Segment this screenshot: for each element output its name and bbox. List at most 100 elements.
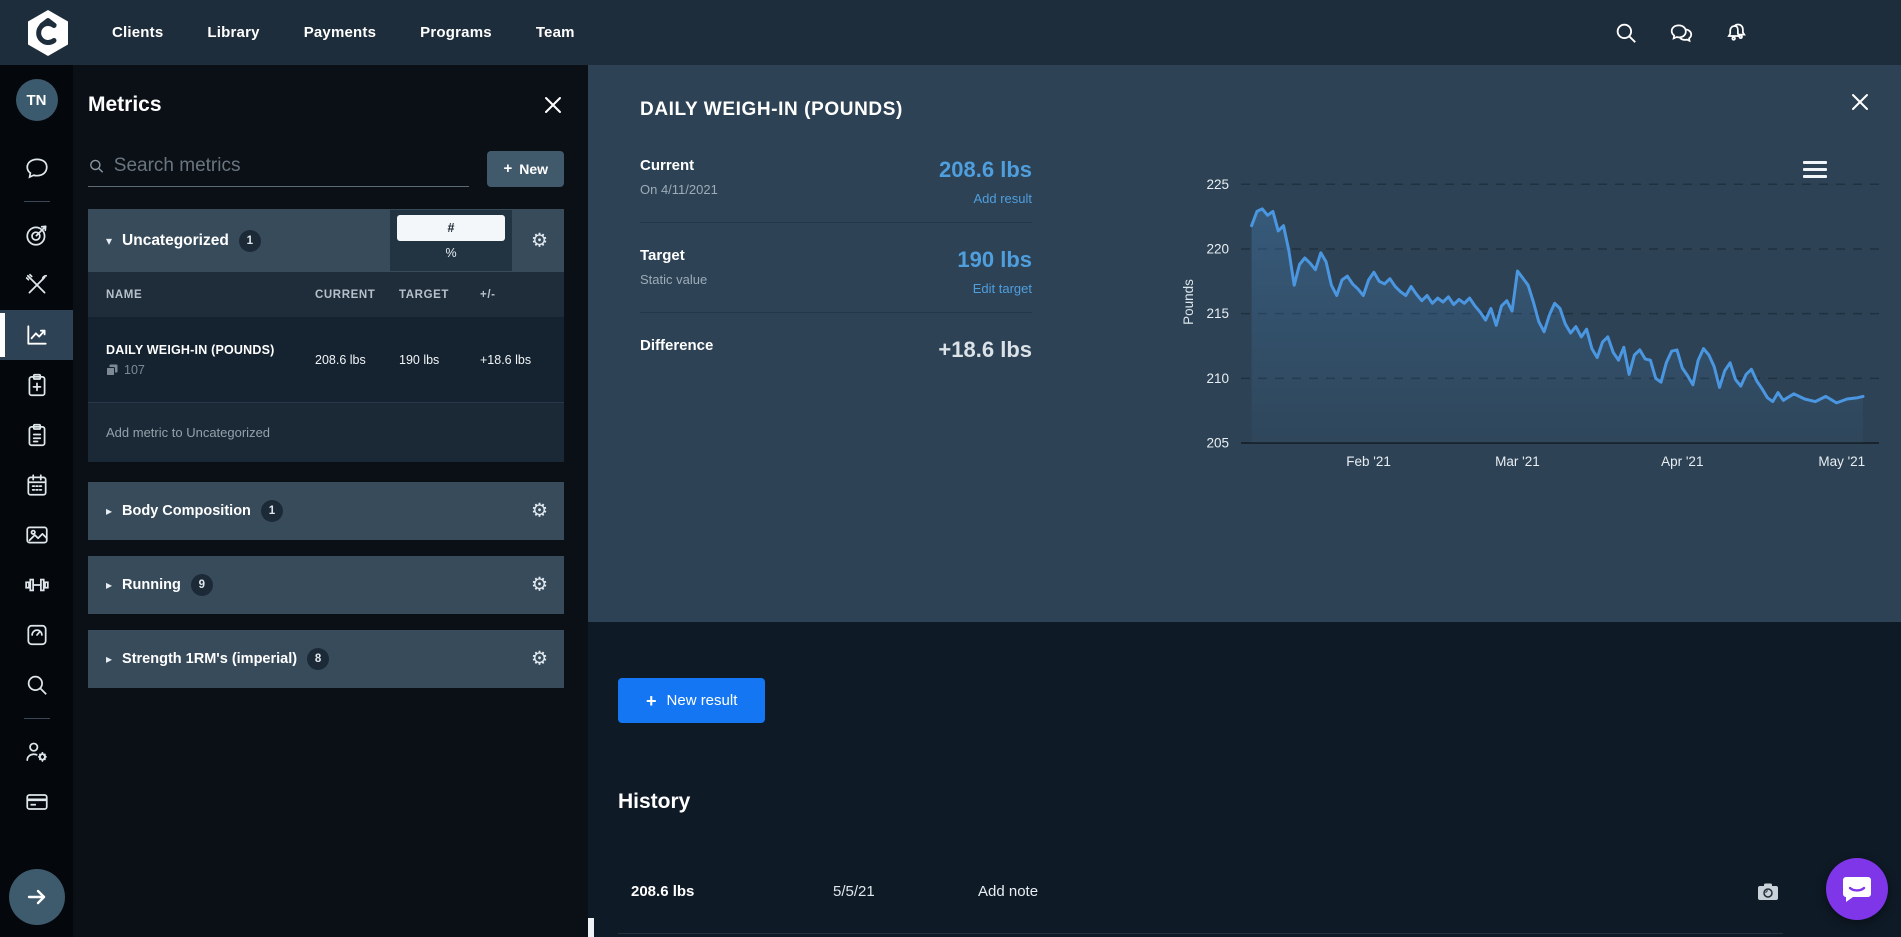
- history-heading: History: [618, 790, 691, 813]
- plus-icon: +: [646, 690, 657, 711]
- nav-item-payments[interactable]: Payments: [303, 24, 377, 41]
- add-result-link[interactable]: Add result: [973, 191, 1032, 206]
- svg-text:May '21: May '21: [1818, 454, 1865, 469]
- svg-text:220: 220: [1206, 241, 1229, 256]
- rail-divider: [23, 201, 50, 202]
- page-title: DAILY WEIGH-IN (POUNDS): [640, 99, 903, 120]
- goals-target-icon[interactable]: [0, 210, 73, 260]
- svg-text:210: 210: [1206, 371, 1229, 386]
- rail-expand-button[interactable]: [0, 869, 73, 925]
- client-settings-icon[interactable]: [0, 727, 73, 777]
- search-icon[interactable]: [1613, 20, 1639, 46]
- program-list-icon[interactable]: [0, 410, 73, 460]
- stat-value: +18.6 lbs: [938, 337, 1032, 362]
- nav-menu: Clients Library Payments Programs Team: [112, 24, 575, 41]
- stat-sub: Static value: [640, 272, 708, 287]
- metrics-search: [88, 155, 470, 187]
- unit-option-number[interactable]: #: [397, 215, 505, 241]
- history-date: 5/5/21: [833, 883, 875, 900]
- svg-text:205: 205: [1206, 436, 1229, 451]
- edit-target-link[interactable]: Edit target: [972, 281, 1032, 296]
- caret-right-icon: ▸: [106, 504, 113, 518]
- photos-icon[interactable]: [0, 510, 73, 560]
- stat-label: Current: [640, 157, 695, 174]
- gear-icon[interactable]: ⚙: [530, 500, 548, 522]
- chat-icon[interactable]: [0, 143, 73, 193]
- program-add-icon[interactable]: [0, 360, 73, 410]
- metric-detail: DAILY WEIGH-IN (POUNDS) Current On 4/11/…: [588, 65, 1901, 937]
- stat-value: 190 lbs: [957, 247, 1032, 272]
- count-badge: 8: [307, 648, 330, 670]
- col-target: TARGET: [399, 288, 450, 301]
- svg-text:215: 215: [1206, 306, 1229, 321]
- table-row[interactable]: DAILY WEIGH-IN (POUNDS) 107 208.6 lbs 19…: [88, 317, 564, 402]
- svg-text:225: 225: [1206, 177, 1229, 192]
- plus-icon: +: [503, 160, 513, 177]
- nav-item-clients[interactable]: Clients: [112, 24, 164, 41]
- history-row[interactable]: 208.6 lbs 5/5/21 Add note: [618, 850, 1783, 934]
- weigh-in-scale-icon[interactable]: [0, 610, 73, 660]
- stat-value: 208.6 lbs: [939, 157, 1032, 182]
- stat-target: Target Static value 190 lbs Edit target: [640, 233, 1032, 313]
- nav-item-team[interactable]: Team: [535, 24, 575, 41]
- stat-sub: On 4/11/2021: [640, 182, 718, 197]
- close-icon[interactable]: [1849, 91, 1871, 113]
- svg-text:Feb '21: Feb '21: [1346, 454, 1391, 469]
- metric-detail-top: DAILY WEIGH-IN (POUNDS) Current On 4/11/…: [588, 65, 1901, 622]
- search-icon[interactable]: [0, 660, 73, 710]
- expand-arrow-icon: [27, 889, 45, 905]
- chart-menu-icon[interactable]: [1803, 161, 1827, 182]
- new-metric-button[interactable]: + New: [487, 151, 564, 187]
- unit-toggle[interactable]: # %: [390, 210, 512, 271]
- chart-canvas: 225 220 215 210 205 Feb '21 Mar '21 Apr '21 May …: [1181, 177, 1879, 469]
- close-icon[interactable]: [542, 94, 564, 116]
- calendar-icon[interactable]: [0, 460, 73, 510]
- nav-item-library[interactable]: Library: [207, 24, 260, 41]
- metrics-table-header: NAME CURRENT TARGET +/-: [88, 272, 564, 317]
- nutrition-icon[interactable]: [0, 260, 73, 310]
- search-metrics-input[interactable]: [113, 155, 470, 177]
- add-note-link[interactable]: Add note: [978, 883, 1039, 900]
- scrollbar-thumb[interactable]: [588, 918, 594, 937]
- stat-label: Difference: [640, 337, 714, 354]
- avatar[interactable]: TN: [15, 79, 58, 121]
- camera-icon[interactable]: [1753, 880, 1783, 904]
- col-name: NAME: [106, 288, 143, 301]
- stat-difference: Difference +18.6 lbs: [640, 323, 1032, 379]
- history-value: 208.6 lbs: [631, 883, 695, 900]
- col-diff: +/-: [480, 288, 496, 301]
- count-badge: 9: [190, 574, 213, 596]
- billing-card-icon[interactable]: [0, 777, 73, 827]
- section-uncategorized[interactable]: ▾ Uncategorized 1 # % ⚙: [88, 209, 564, 272]
- gear-icon[interactable]: ⚙: [530, 574, 548, 596]
- section-running[interactable]: ▸ Running 9 ⚙: [88, 556, 564, 614]
- unit-option-percent[interactable]: %: [445, 246, 457, 261]
- notifications-icon[interactable]: [1725, 20, 1751, 46]
- stat-label: Target: [640, 247, 685, 264]
- workout-dumbbell-icon[interactable]: [0, 560, 73, 610]
- gear-icon[interactable]: ⚙: [530, 230, 548, 251]
- caret-down-icon: ▾: [106, 233, 113, 248]
- count-badge: 1: [260, 500, 283, 522]
- metrics-chart-icon[interactable]: [0, 310, 73, 360]
- app-logo-icon[interactable]: [26, 9, 70, 57]
- left-rail: TN: [0, 65, 73, 937]
- add-metric-button[interactable]: Add metric to Uncategorized: [88, 402, 564, 462]
- nav-right-icons: [1613, 0, 1751, 65]
- section-strength-1rms[interactable]: ▸ Strength 1RM's (imperial) 8 ⚙: [88, 630, 564, 688]
- metric-target: 190 lbs: [399, 352, 440, 367]
- section-body-composition[interactable]: ▸ Body Composition 1 ⚙: [88, 482, 564, 540]
- nav-item-programs[interactable]: Programs: [420, 24, 492, 41]
- gear-icon[interactable]: ⚙: [530, 648, 548, 670]
- svg-text:Mar '21: Mar '21: [1495, 454, 1540, 469]
- messages-icon[interactable]: [1669, 20, 1695, 46]
- intercom-chat-button[interactable]: [1826, 858, 1888, 920]
- svg-text:Pounds: Pounds: [1181, 279, 1196, 325]
- results-count: 107: [124, 362, 145, 377]
- search-icon: [90, 159, 104, 173]
- section-label: Uncategorized: [122, 231, 229, 249]
- stat-current: Current On 4/11/2021 208.6 lbs Add resul…: [640, 143, 1032, 223]
- stats-block: Current On 4/11/2021 208.6 lbs Add resul…: [640, 143, 1032, 379]
- new-result-button[interactable]: + New result: [618, 678, 766, 723]
